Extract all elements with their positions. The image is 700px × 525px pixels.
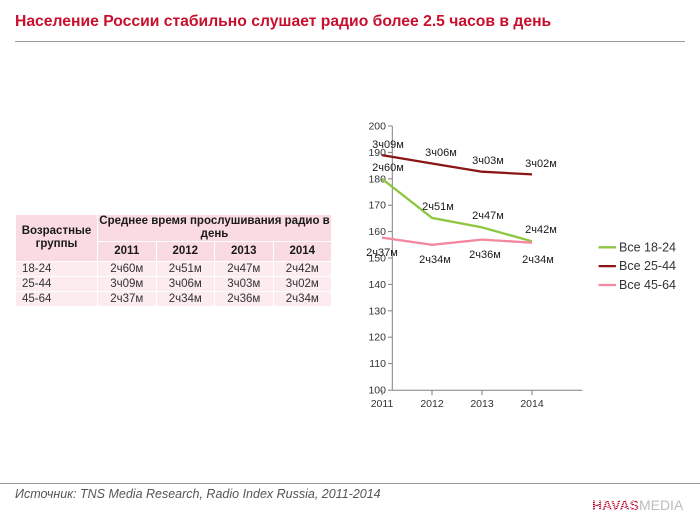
svg-text:3ч09м: 3ч09м	[372, 139, 404, 151]
svg-text:160: 160	[368, 226, 386, 238]
svg-text:100: 100	[368, 385, 386, 397]
svg-text:170: 170	[368, 200, 386, 212]
svg-text:2ч60м: 2ч60м	[372, 162, 404, 174]
svg-text:130: 130	[368, 305, 386, 317]
svg-text:2013: 2013	[470, 398, 494, 410]
svg-text:3ч03м: 3ч03м	[472, 155, 504, 167]
svg-text:200: 200	[368, 121, 386, 133]
svg-text:2014: 2014	[520, 398, 544, 410]
svg-text:2012: 2012	[420, 398, 444, 410]
svg-text:Все 25-44: Все 25-44	[619, 259, 676, 273]
svg-text:140: 140	[368, 279, 386, 291]
svg-text:2011: 2011	[371, 398, 394, 410]
svg-text:3ч06м: 3ч06м	[425, 147, 457, 159]
svg-text:2ч37м: 2ч37м	[366, 247, 398, 259]
svg-text:Все 45-64: Все 45-64	[619, 278, 676, 292]
svg-text:120: 120	[368, 332, 386, 344]
svg-text:Все 18-24: Все 18-24	[619, 240, 676, 254]
svg-text:2ч42м: 2ч42м	[525, 224, 557, 236]
svg-text:2ч36м: 2ч36м	[469, 249, 501, 261]
svg-text:2ч47м: 2ч47м	[472, 210, 504, 222]
svg-text:2ч34м: 2ч34м	[419, 254, 451, 266]
svg-text:2ч51м: 2ч51м	[422, 201, 454, 213]
svg-text:3ч02м: 3ч02м	[525, 158, 557, 170]
svg-text:2ч34м: 2ч34м	[522, 254, 554, 266]
svg-text:110: 110	[369, 358, 386, 370]
